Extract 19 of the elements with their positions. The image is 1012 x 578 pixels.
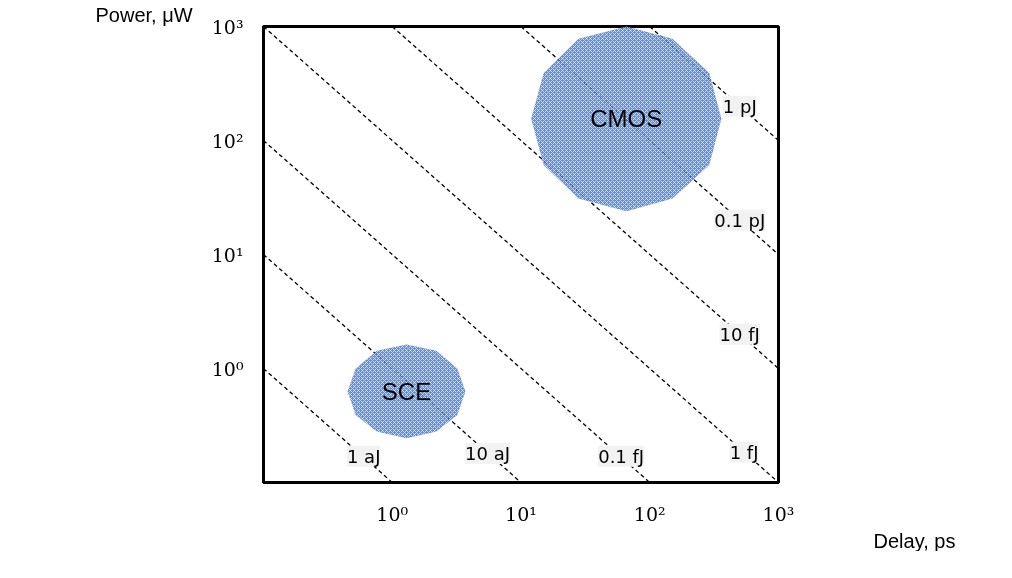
x-tick-label: 10⁰ [376, 502, 409, 525]
y-tick-label: 10⁰ [211, 357, 244, 380]
y-tick-label: 10¹ [211, 243, 244, 266]
x-tick-label: 10³ [762, 502, 795, 525]
annotation: 1 pJ [722, 95, 757, 117]
annotation: 10 aJ [465, 442, 511, 464]
annotation: 1 aJ [346, 445, 381, 467]
x-axis-title: Delay, ps [873, 529, 956, 552]
annotation: 0.1 pJ [714, 209, 766, 231]
series-label: SCE [381, 377, 432, 405]
y-tick-label: 10³ [211, 15, 244, 38]
x-tick-label: 10² [633, 502, 666, 525]
y-tick-label: 10² [211, 129, 244, 152]
annotation: 0.1 fJ [598, 445, 645, 467]
series-label: CMOS [590, 105, 663, 133]
annotation: 10 fJ [719, 323, 760, 345]
annotation: 1 fJ [729, 441, 759, 463]
y-axis-title: Power, μW [95, 3, 193, 26]
x-tick-label: 10¹ [505, 502, 537, 525]
